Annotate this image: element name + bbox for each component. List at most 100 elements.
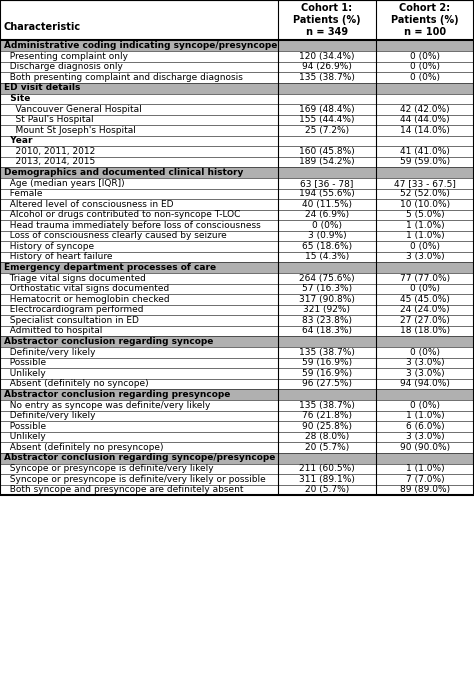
Bar <box>0 94 278 104</box>
Bar <box>0 125 278 135</box>
Bar <box>278 146 376 157</box>
Text: 59 (16.9%): 59 (16.9%) <box>302 358 352 367</box>
Bar <box>278 178 376 188</box>
Bar <box>278 157 376 167</box>
Bar <box>376 115 474 125</box>
Bar <box>376 294 474 304</box>
Text: 5 (5.0%): 5 (5.0%) <box>406 210 444 219</box>
Bar <box>278 125 376 135</box>
Bar <box>0 61 278 72</box>
Text: 1 (1.0%): 1 (1.0%) <box>406 231 444 240</box>
Bar <box>376 421 474 431</box>
Bar <box>278 431 376 442</box>
Bar <box>278 167 376 178</box>
Text: Emergency department processes of care: Emergency department processes of care <box>4 263 216 272</box>
Text: 0 (0%): 0 (0%) <box>410 348 440 357</box>
Text: 264 (75.6%): 264 (75.6%) <box>299 274 355 283</box>
Bar <box>0 421 278 431</box>
Bar <box>278 94 376 104</box>
Bar <box>376 453 474 464</box>
Text: Characteristic: Characteristic <box>4 22 81 32</box>
Bar <box>376 379 474 389</box>
Text: ED visit details: ED visit details <box>4 83 81 92</box>
Bar <box>376 368 474 379</box>
Bar <box>0 40 278 51</box>
Bar <box>376 273 474 284</box>
Bar <box>278 368 376 379</box>
Bar <box>0 241 278 251</box>
Text: 3 (3.0%): 3 (3.0%) <box>406 253 444 262</box>
Bar <box>278 51 376 61</box>
Bar <box>0 336 278 347</box>
Text: 20 (5.7%): 20 (5.7%) <box>305 485 349 494</box>
Text: 27 (27.0%): 27 (27.0%) <box>400 316 450 325</box>
Text: 18 (18.0%): 18 (18.0%) <box>400 326 450 335</box>
Bar <box>278 220 376 230</box>
Bar <box>376 474 474 484</box>
Bar <box>376 178 474 188</box>
Text: 169 (48.4%): 169 (48.4%) <box>299 105 355 114</box>
Bar <box>376 336 474 347</box>
Text: 59 (59.0%): 59 (59.0%) <box>400 157 450 166</box>
Text: 10 (10.0%): 10 (10.0%) <box>400 199 450 209</box>
Text: 77 (77.0%): 77 (77.0%) <box>400 274 450 283</box>
Bar <box>0 210 278 220</box>
Text: 24 (24.0%): 24 (24.0%) <box>400 305 450 314</box>
Text: Demographics and documented clinical history: Demographics and documented clinical his… <box>4 168 243 177</box>
Text: Definite/very likely: Definite/very likely <box>4 348 95 357</box>
Bar <box>376 104 474 115</box>
Text: 63 [36 - 78]: 63 [36 - 78] <box>301 179 354 188</box>
Text: 311 (89.1%): 311 (89.1%) <box>299 475 355 484</box>
Text: 2013, 2014, 2015: 2013, 2014, 2015 <box>4 157 95 166</box>
Bar <box>376 251 474 262</box>
Bar <box>376 51 474 61</box>
Text: Cohort 1:
Patients (%)
n = 349: Cohort 1: Patients (%) n = 349 <box>293 3 361 37</box>
Text: 41 (41.0%): 41 (41.0%) <box>400 147 450 156</box>
Text: 94 (26.9%): 94 (26.9%) <box>302 62 352 71</box>
Bar <box>278 357 376 368</box>
Bar <box>278 135 376 146</box>
Text: 59 (16.9%): 59 (16.9%) <box>302 368 352 377</box>
Bar <box>278 379 376 389</box>
Bar <box>278 273 376 284</box>
Bar <box>0 72 278 83</box>
Text: 6 (6.0%): 6 (6.0%) <box>406 422 444 431</box>
Text: Syncope or presyncope is definite/very likely: Syncope or presyncope is definite/very l… <box>4 464 214 473</box>
Text: 90 (25.8%): 90 (25.8%) <box>302 422 352 431</box>
Bar <box>0 284 278 294</box>
Bar <box>376 72 474 83</box>
Text: 3 (3.0%): 3 (3.0%) <box>406 432 444 441</box>
Text: 160 (45.8%): 160 (45.8%) <box>299 147 355 156</box>
Bar <box>0 115 278 125</box>
Bar <box>376 411 474 421</box>
Text: 90 (90.0%): 90 (90.0%) <box>400 443 450 452</box>
Bar <box>278 400 376 411</box>
Bar <box>0 379 278 389</box>
Bar <box>278 442 376 453</box>
Bar <box>278 389 376 400</box>
Text: 3 (0.9%): 3 (0.9%) <box>308 231 346 240</box>
Bar <box>376 262 474 273</box>
Bar <box>278 188 376 199</box>
Bar <box>376 442 474 453</box>
Text: Specialist consultation in ED: Specialist consultation in ED <box>4 316 139 325</box>
Text: 52 (52.0%): 52 (52.0%) <box>400 189 450 198</box>
Bar <box>376 304 474 315</box>
Text: 0 (0%): 0 (0%) <box>312 221 342 230</box>
Bar <box>0 230 278 241</box>
Bar <box>278 40 376 51</box>
Bar <box>376 431 474 442</box>
Text: Female: Female <box>4 189 43 198</box>
Bar <box>376 146 474 157</box>
Text: Age (median years [IQR]): Age (median years [IQR]) <box>4 179 125 188</box>
Text: History of heart failure: History of heart failure <box>4 253 112 262</box>
Text: Absent (definitely no presyncope): Absent (definitely no presyncope) <box>4 443 164 452</box>
Bar <box>376 167 474 178</box>
Text: Electrocardiogram performed: Electrocardiogram performed <box>4 305 144 314</box>
Text: St Paul's Hospital: St Paul's Hospital <box>4 115 94 124</box>
Text: 0 (0%): 0 (0%) <box>410 52 440 61</box>
Bar <box>376 157 474 167</box>
Bar <box>278 326 376 336</box>
Text: 25 (7.2%): 25 (7.2%) <box>305 126 349 135</box>
Bar <box>0 347 278 357</box>
